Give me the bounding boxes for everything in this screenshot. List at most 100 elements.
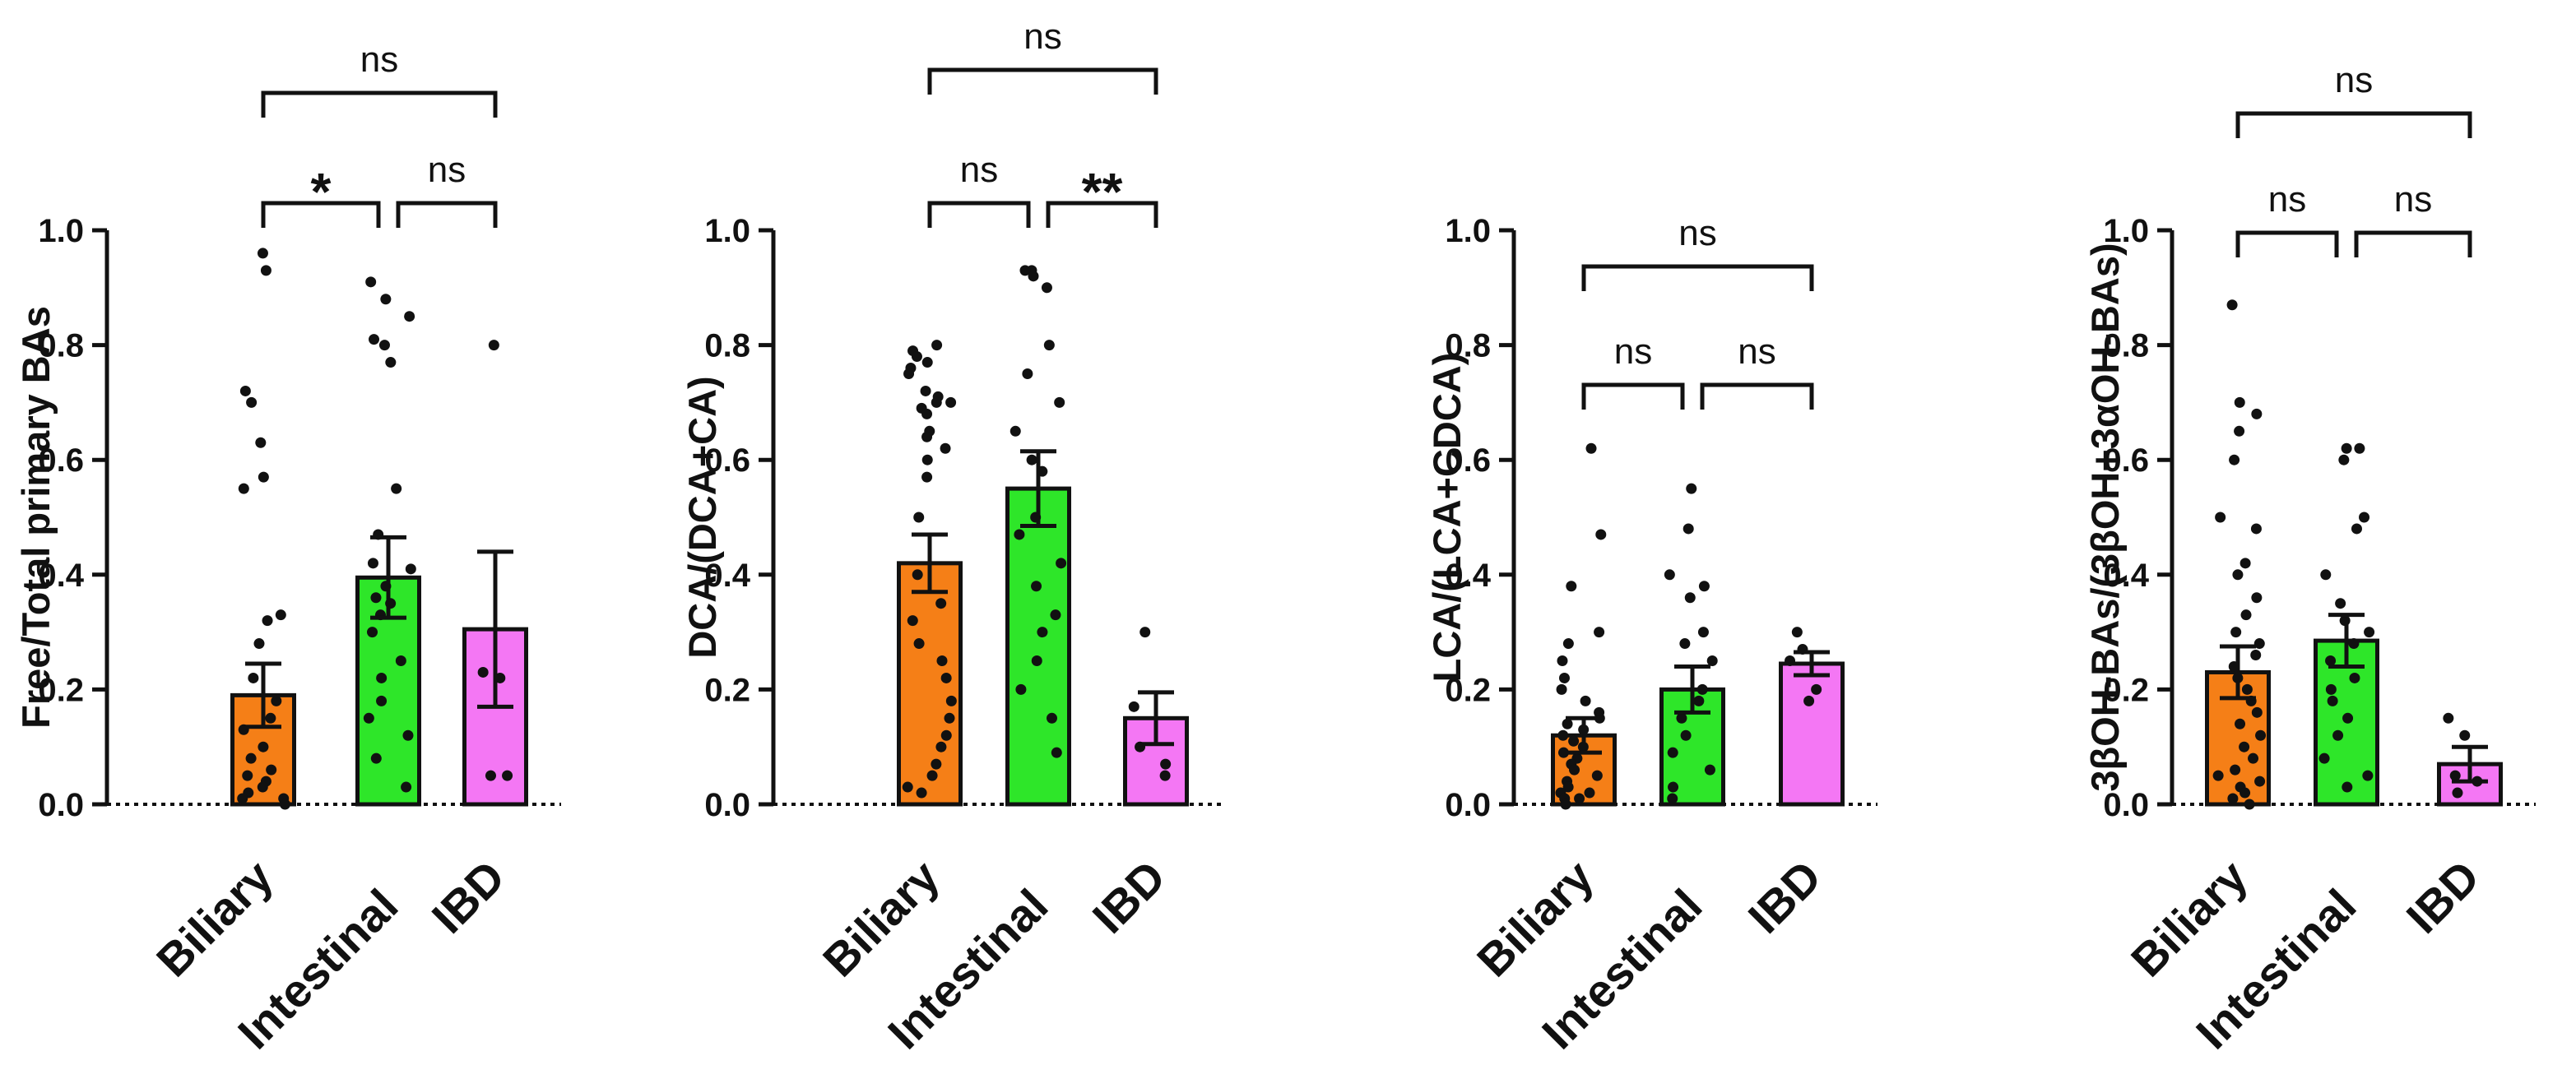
- data-point: [477, 666, 489, 678]
- significance-label: ns: [2268, 179, 2306, 220]
- data-point: [2254, 776, 2266, 787]
- data-point: [1022, 368, 1033, 379]
- data-point: [1568, 735, 1580, 747]
- data-point: [2255, 729, 2267, 741]
- data-point: [2452, 787, 2463, 799]
- data-point: [1696, 683, 1708, 695]
- y-axis-title: LCA/(LCA+CDCA): [1425, 353, 1469, 683]
- data-point: [921, 408, 933, 419]
- data-point: [1159, 770, 1171, 781]
- y-tick-label: 0.8: [704, 328, 750, 364]
- data-point: [239, 385, 251, 396]
- y-tick-label: 0.0: [704, 787, 750, 823]
- y-tick-label: 0.8: [1445, 328, 1491, 364]
- data-point: [1031, 655, 1042, 666]
- data-point: [242, 770, 253, 781]
- bar-intestinal: [1005, 486, 1071, 807]
- data-point: [2253, 638, 2265, 650]
- data-point: [936, 655, 948, 666]
- category-label: IBD: [422, 850, 515, 943]
- data-point: [2244, 799, 2255, 810]
- y-tick-label: 0.2: [1445, 672, 1491, 708]
- data-point: [2364, 627, 2375, 638]
- data-point: [2362, 770, 2374, 781]
- data-point: [2230, 764, 2241, 776]
- data-point: [2320, 569, 2332, 581]
- data-point: [1015, 683, 1027, 695]
- data-point: [367, 627, 378, 638]
- data-point: [945, 396, 957, 408]
- data-point: [2459, 729, 2471, 741]
- data-point: [931, 396, 942, 408]
- data-point: [903, 368, 915, 379]
- data-point: [1584, 787, 1595, 799]
- data-point: [926, 770, 938, 781]
- data-point: [1683, 523, 1694, 535]
- y-tick-label: 0.2: [38, 672, 84, 708]
- data-point: [1686, 483, 1697, 494]
- data-point: [1026, 454, 1037, 465]
- data-point: [2348, 638, 2360, 650]
- y-tick-label: 0.0: [2103, 787, 2149, 823]
- bar-biliary: [897, 561, 963, 807]
- data-point: [1569, 764, 1580, 776]
- data-point: [260, 265, 272, 276]
- data-point: [1667, 747, 1678, 758]
- y-axis-title: 3βOH-BAs/(3βOH+3αOH-BAs): [2083, 243, 2127, 791]
- data-point: [405, 563, 416, 575]
- data-point: [1037, 627, 1048, 638]
- data-point: [401, 781, 412, 793]
- significance-label: ns: [428, 150, 466, 190]
- data-point: [271, 695, 282, 706]
- panel-free-total-primary-bas: Free/Total primary BAs 0.0 0.2 0.4 0.6 0.8 1.…: [14, 39, 561, 1058]
- data-point: [2443, 712, 2454, 724]
- data-point: [2229, 454, 2240, 465]
- significance-label: ns: [1614, 331, 1652, 372]
- panel-dca-ratio: DCA/(DCA+CA) 0.00.20.40.60.81.0BiliaryIn…: [680, 16, 1222, 1058]
- data-point: [2327, 695, 2338, 706]
- significance-bracket: [1700, 382, 1814, 410]
- data-point: [2230, 627, 2242, 638]
- data-point: [1041, 282, 1052, 294]
- data-point: [2341, 442, 2352, 454]
- data-point: [1557, 655, 1568, 666]
- data-point: [913, 638, 925, 650]
- data-point: [402, 729, 414, 741]
- data-point: [921, 431, 933, 442]
- data-point: [494, 672, 506, 683]
- data-point: [931, 758, 942, 770]
- y-tick-label: 0.4: [2103, 558, 2149, 594]
- significance-label: ns: [1678, 213, 1716, 253]
- data-point: [2239, 741, 2250, 752]
- data-point: [1128, 701, 1139, 712]
- data-point: [940, 442, 951, 454]
- y-tick-label: 0.4: [704, 558, 750, 594]
- data-point: [370, 752, 382, 764]
- y-tick-label: 0.6: [704, 442, 750, 479]
- significance-bracket: [261, 201, 381, 228]
- y-tick-label: 0.6: [38, 442, 84, 479]
- category-label: Biliary: [146, 850, 283, 987]
- data-point: [275, 609, 286, 621]
- data-point: [246, 396, 258, 408]
- data-point: [1031, 581, 1042, 592]
- data-point: [921, 454, 933, 465]
- data-point: [1014, 529, 1025, 540]
- significance-bracket: [927, 201, 1031, 228]
- data-point: [488, 340, 499, 351]
- data-point: [237, 793, 248, 804]
- data-point: [2335, 598, 2346, 609]
- y-axis-title: Free/Total primary BAs: [14, 306, 58, 729]
- data-point: [1051, 747, 1062, 758]
- data-point: [935, 598, 947, 609]
- y-axis-title: DCA/(DCA+CA): [680, 376, 724, 658]
- y-tick-label: 0.6: [2103, 442, 2149, 479]
- significance-bracket: [2354, 230, 2472, 257]
- significance-label: ns: [2335, 60, 2373, 100]
- data-point: [2232, 569, 2244, 581]
- data-point: [485, 770, 496, 781]
- y-tick-label: 0.0: [1445, 787, 1491, 823]
- category-label: IBD: [1738, 850, 1831, 943]
- data-point: [258, 741, 269, 752]
- panel-lca-ratio: LCA/(LCA+CDCA) 0.0 0.2 0.4 0.6 0.8 1.0 Biliary…: [1425, 213, 1877, 1058]
